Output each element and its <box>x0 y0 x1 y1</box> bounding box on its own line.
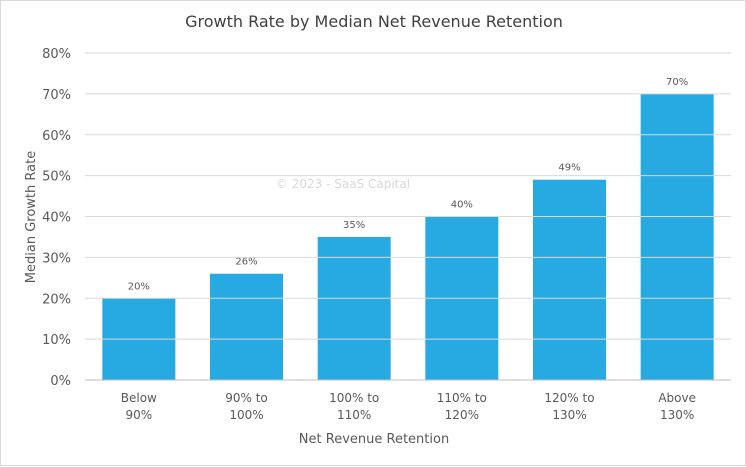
y-tick-label: 80% <box>42 47 71 62</box>
bar <box>533 179 606 380</box>
x-tick-label: 130% <box>660 408 694 422</box>
bar <box>317 236 391 380</box>
x-tick-label: 120% <box>445 408 479 422</box>
x-tick-label: 90% <box>125 408 152 422</box>
chart-title: Growth Rate by Median Net Revenue Retent… <box>185 12 563 31</box>
x-tick-label: 100% to <box>329 391 379 405</box>
x-tick-label: Below <box>121 391 157 405</box>
y-tick-label: 40% <box>42 211 71 226</box>
data-label: 26% <box>235 257 257 268</box>
y-tick-label: 70% <box>42 88 71 103</box>
x-tick-label: 110% to <box>437 391 487 405</box>
x-tick-label: 110% <box>337 408 371 422</box>
x-tick-label: 100% <box>229 408 263 422</box>
y-axis-label: Median Growth Rate <box>24 151 39 283</box>
x-axis-label: Net Revenue Retention <box>299 432 449 447</box>
y-tick-label: 30% <box>42 251 71 266</box>
data-label: 70% <box>666 77 688 88</box>
data-label: 49% <box>558 163 580 174</box>
y-tick-label: 60% <box>42 129 71 144</box>
x-tick-label: Above <box>658 391 696 405</box>
x-tick-label: 130% <box>552 408 586 422</box>
data-label: 35% <box>343 220 365 231</box>
x-tick-label: 120% to <box>544 391 594 405</box>
y-tick-label: 50% <box>42 170 71 185</box>
data-label: 20% <box>128 281 150 292</box>
x-tick-label: 90% to <box>225 391 268 405</box>
y-tick-label: 20% <box>42 292 71 307</box>
y-tick-label: 0% <box>50 374 71 389</box>
watermark: © 2023 - SaaS Capital <box>276 177 410 191</box>
bar <box>640 93 714 380</box>
y-tick-label: 10% <box>42 333 71 348</box>
data-label: 40% <box>451 200 473 211</box>
bar <box>210 273 283 380</box>
